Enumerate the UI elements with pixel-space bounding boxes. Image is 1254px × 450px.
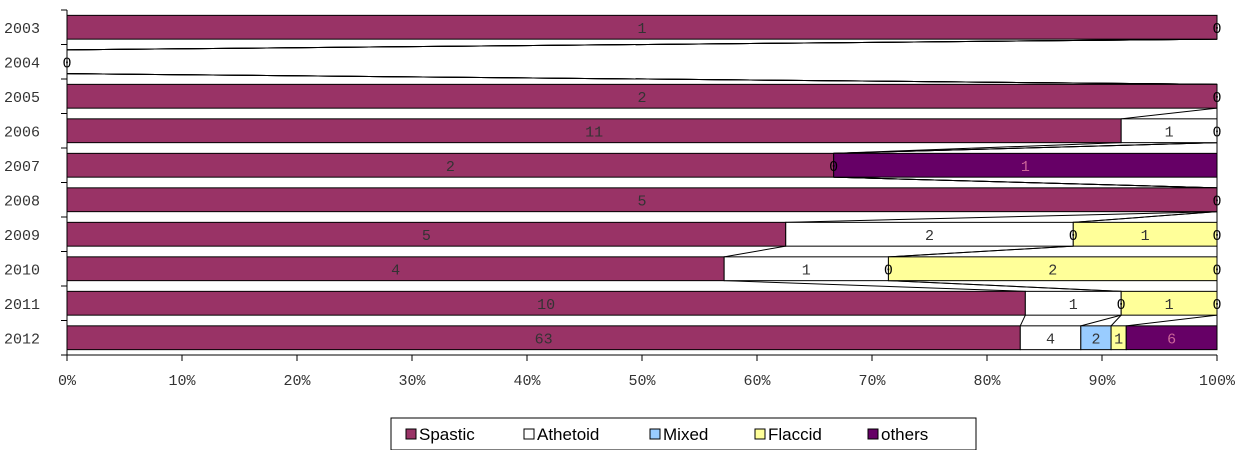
legend-swatch-others (867, 428, 879, 440)
data-label-zero: 0 (1212, 21, 1221, 38)
data-label: 1 (1021, 159, 1030, 176)
data-label: 1 (802, 262, 811, 279)
series-lines (66, 38, 1218, 327)
bar-flaccid-2011 (1120, 290, 1218, 316)
axes: 2003200420052006200720082009201020112012… (4, 9, 1236, 390)
data-label: 5 (637, 193, 646, 210)
x-tick-label: 100% (1199, 373, 1236, 390)
series-line (66, 73, 1218, 85)
series-line (833, 176, 1218, 189)
legend-swatch-spastic (405, 428, 417, 440)
bar-flaccid-2010 (887, 256, 1218, 282)
data-label: 2 (1048, 262, 1057, 279)
data-label-zero: 0 (1117, 297, 1126, 314)
legend-swatch-mixed (649, 428, 661, 440)
data-label: 1 (1165, 124, 1174, 141)
series-line (785, 211, 1218, 223)
data-label: 1 (1141, 228, 1150, 245)
x-tick-label: 90% (1088, 373, 1116, 390)
series-line (1121, 107, 1218, 120)
legend-label-flaccid: Flaccid (768, 425, 822, 444)
data-label-zero: 0 (1212, 124, 1221, 141)
bar-flaccid-2009 (1072, 221, 1218, 247)
data-label-zero: 0 (1069, 228, 1078, 245)
data-label: 2 (446, 159, 455, 176)
data-label: 1 (1114, 331, 1123, 348)
data-label: 2 (1091, 331, 1100, 348)
series-line (888, 245, 1074, 258)
data-label: 2 (925, 228, 934, 245)
x-tick-label: 80% (973, 373, 1001, 390)
series-line (1126, 314, 1218, 327)
data-label: 2 (637, 90, 646, 107)
data-label: 4 (391, 262, 400, 279)
y-tick-label: 2008 (4, 193, 40, 210)
data-label: 6 (1167, 331, 1176, 348)
x-tick-label: 0% (58, 373, 77, 390)
series-line (66, 38, 1218, 51)
bar-others-2012 (1125, 325, 1218, 351)
legend-swatch-athetoid (523, 428, 535, 440)
x-tick-label: 70% (858, 373, 886, 390)
x-tick-label: 50% (628, 373, 656, 390)
y-tick-label: 2005 (4, 90, 40, 107)
data-label: 10 (537, 297, 555, 314)
data-label-zero: 0 (1212, 228, 1221, 245)
series-line (724, 245, 786, 258)
y-tick-label: 2009 (4, 228, 40, 245)
legend-label-mixed: Mixed (663, 425, 708, 444)
data-label: 11 (585, 124, 603, 141)
series-line (1073, 211, 1218, 223)
x-tick-label: 10% (168, 373, 196, 390)
y-tick-label: 2003 (4, 21, 40, 38)
data-label-zero: 0 (884, 262, 893, 279)
data-label-zero: 0 (829, 159, 838, 176)
series-line (724, 280, 1026, 292)
legend-label-athetoid: Athetoid (537, 425, 599, 444)
data-label: 4 (1046, 331, 1055, 348)
x-tick-label: 60% (743, 373, 771, 390)
data-label: 1 (1069, 297, 1078, 314)
series-line (1080, 314, 1122, 327)
x-tick-label: 40% (513, 373, 541, 390)
series-line (833, 142, 1218, 154)
data-label-zero: 0 (1212, 297, 1221, 314)
y-tick-label: 2006 (4, 124, 40, 141)
legend-label-spastic: Spastic (419, 425, 475, 444)
series-line (888, 280, 1122, 292)
legend-label-others: others (881, 425, 928, 444)
series-line (1110, 314, 1122, 327)
y-tick-label: 2011 (4, 297, 40, 314)
y-tick-label: 2007 (4, 159, 40, 176)
x-tick-label: 20% (283, 373, 311, 390)
bar-others-2007 (833, 152, 1218, 178)
y-tick-label: 2010 (4, 262, 40, 279)
data-label: 63 (535, 331, 553, 348)
data-label: 5 (422, 228, 431, 245)
data-label-zero: 0 (1212, 262, 1221, 279)
data-label: 1 (1165, 297, 1174, 314)
legend: Spastic Athetoid Mixed Flaccid others (390, 417, 977, 450)
data-label-zero: 0 (1212, 193, 1221, 210)
y-tick-label: 2012 (4, 331, 40, 348)
x-tick-label: 30% (398, 373, 426, 390)
legend-swatch-flaccid (754, 428, 766, 440)
data-label-zero: 0 (1212, 90, 1221, 107)
y-tick-label: 2004 (4, 55, 40, 72)
series-line (1019, 314, 1026, 327)
bars (66, 14, 1218, 351)
data-label: 1 (637, 21, 646, 38)
bar-athetoid-2006 (1120, 118, 1218, 144)
